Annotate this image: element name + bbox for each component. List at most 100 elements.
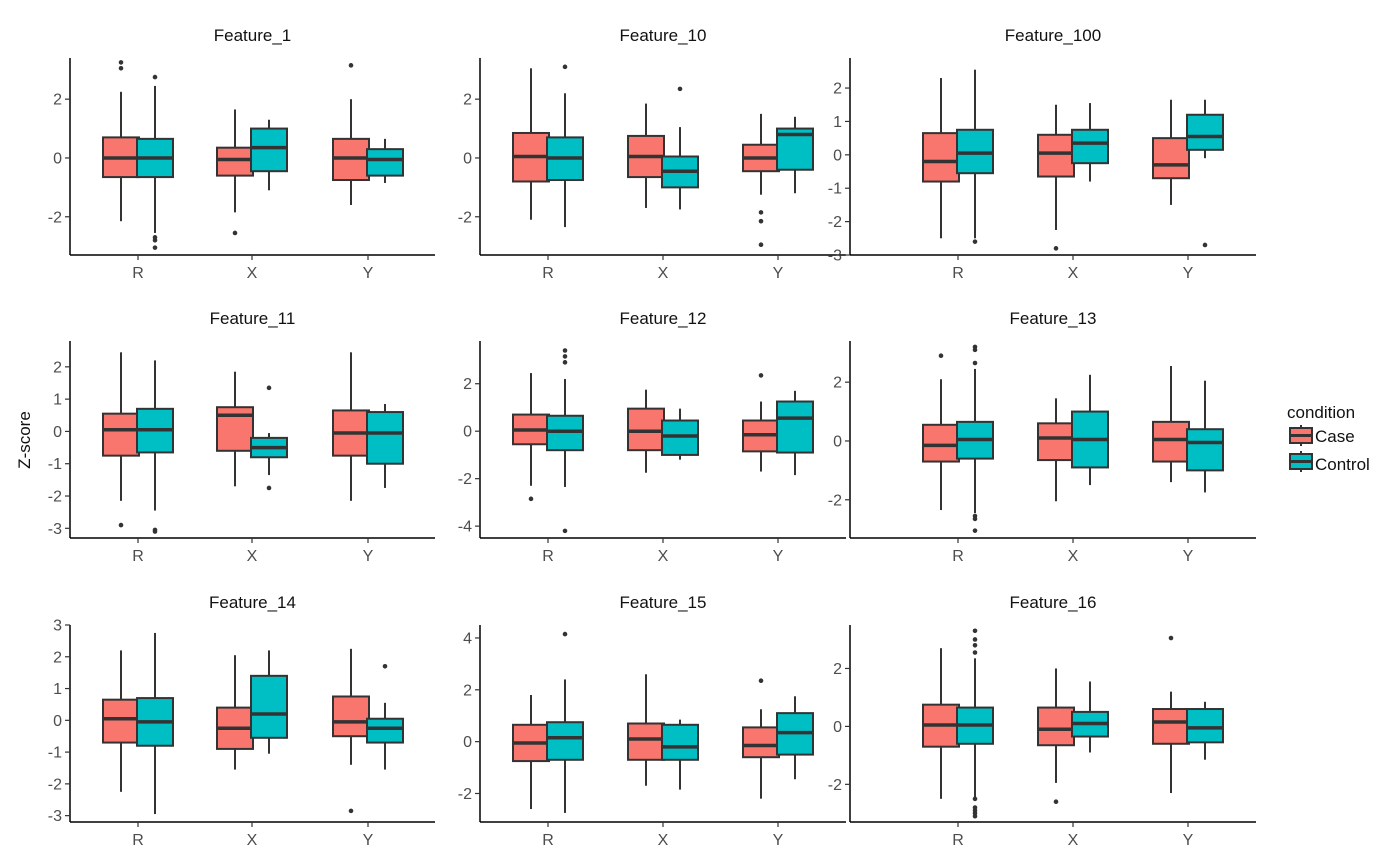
y-tick-label: 0 <box>833 147 842 164</box>
box-r-case <box>512 373 550 502</box>
x-tick-label: Y <box>363 548 374 565</box>
x-tick-label: R <box>132 265 144 282</box>
x-tick-label: X <box>658 832 669 849</box>
box-body <box>250 674 288 739</box>
x-tick-label: R <box>952 832 964 849</box>
box-r-control <box>546 64 584 228</box>
panel-feature-16: Feature_16 -2 0 2 R X Y <box>828 593 1256 849</box>
y-tick-label: 0 <box>463 150 472 167</box>
outlier-point <box>972 637 978 642</box>
panel-title: Feature_15 <box>620 593 707 612</box>
box-y-control <box>1186 380 1224 493</box>
box-body <box>776 400 814 454</box>
box-body <box>922 423 960 463</box>
outlier-point <box>758 218 764 224</box>
box-y-case <box>1152 365 1190 483</box>
y-tick-label: 2 <box>833 375 842 392</box>
x-tick-label: X <box>247 265 258 282</box>
box-body <box>627 407 665 452</box>
outlier-point <box>972 528 978 533</box>
legend-label-case: Case <box>1315 427 1355 446</box>
y-tick-label: -3 <box>48 521 62 538</box>
y-tick-label: 0 <box>463 734 472 751</box>
box-x-case <box>1037 668 1075 805</box>
box-r-case <box>102 650 140 792</box>
box-x-control <box>661 719 699 790</box>
outlier-point <box>562 631 568 637</box>
box-body <box>1186 113 1224 151</box>
y-tick-label: 0 <box>53 713 62 730</box>
box-r-control <box>136 360 174 534</box>
y-axis-label: Z-score <box>15 411 34 469</box>
panel-title: Feature_12 <box>620 309 707 328</box>
y-tick-label: -2 <box>48 209 62 226</box>
box-r-control <box>956 69 994 244</box>
outlier-point <box>758 210 764 215</box>
outlier-point <box>562 64 568 70</box>
y-tick-label: 3 <box>53 618 62 635</box>
box-r-control <box>956 628 994 819</box>
legend-label-control: Control <box>1315 455 1370 474</box>
outlier-point <box>972 516 978 522</box>
outlier-point <box>972 360 978 366</box>
box-x-case <box>1037 104 1075 251</box>
y-tick-label: 0 <box>53 424 62 441</box>
x-tick-label: X <box>658 548 669 565</box>
panel-title: Feature_16 <box>1010 593 1097 612</box>
box-body <box>661 419 699 456</box>
box-y-control <box>366 664 404 770</box>
box-y-control <box>1186 99 1224 248</box>
legend-title: condition <box>1287 403 1355 422</box>
panel-feature-14: Feature_14 -3 -2 -1 0 1 2 3 R X Y <box>48 593 435 849</box>
y-tick-label: -3 <box>48 808 62 825</box>
outlier-point <box>118 522 124 528</box>
outlier-point <box>758 678 764 684</box>
legend: condition Case Control <box>1287 403 1370 474</box>
x-tick-label: Y <box>773 265 784 282</box>
box-body <box>1037 133 1075 178</box>
y-tick-label: 1 <box>53 392 62 409</box>
panel-title: Feature_13 <box>1010 309 1097 328</box>
outlier-point <box>1202 242 1208 248</box>
box-r-case <box>922 648 960 799</box>
box-y-control <box>776 696 814 780</box>
y-tick-label: 2 <box>833 661 842 678</box>
y-tick-label: -1 <box>48 745 62 762</box>
box-body <box>1071 128 1109 165</box>
box-y-case <box>1152 99 1190 205</box>
box-y-control <box>1186 701 1224 760</box>
y-tick-label: -2 <box>458 209 472 226</box>
panel-title: Feature_100 <box>1005 26 1101 45</box>
box-x-case <box>627 674 665 786</box>
box-x-control <box>250 650 288 754</box>
y-tick-label: -2 <box>828 214 842 231</box>
y-tick-label: 2 <box>53 649 62 666</box>
x-tick-label: X <box>1068 548 1079 565</box>
outlier-point <box>152 237 158 243</box>
y-tick-label: 0 <box>833 433 842 450</box>
y-tick-label: -3 <box>828 248 842 265</box>
outlier-point <box>232 230 238 236</box>
outlier-point <box>972 347 978 353</box>
box-body <box>1152 420 1190 463</box>
panel-title: Feature_1 <box>214 26 292 45</box>
box-r-control <box>136 632 174 815</box>
box-r-control <box>546 631 584 813</box>
box-x-case <box>1037 398 1075 502</box>
y-tick-label: -2 <box>458 471 472 488</box>
x-tick-label: Y <box>773 548 784 565</box>
outlier-point <box>348 808 354 814</box>
x-tick-label: R <box>132 832 144 849</box>
panel-feature-100: Feature_100 -3 -2 -1 0 1 2 R X Y <box>828 26 1256 282</box>
x-tick-label: Y <box>1183 832 1194 849</box>
box-body <box>366 411 404 465</box>
x-tick-label: R <box>132 548 144 565</box>
box-y-case <box>742 113 780 248</box>
y-tick-label: -4 <box>458 519 472 536</box>
outlier-point <box>758 242 764 248</box>
panel-feature-15: Feature_15 -2 0 2 4 R X Y <box>458 593 846 849</box>
box-body <box>216 146 254 177</box>
x-tick-label: R <box>952 548 964 565</box>
y-tick-label: -2 <box>48 776 62 793</box>
outlier-point <box>152 529 158 534</box>
